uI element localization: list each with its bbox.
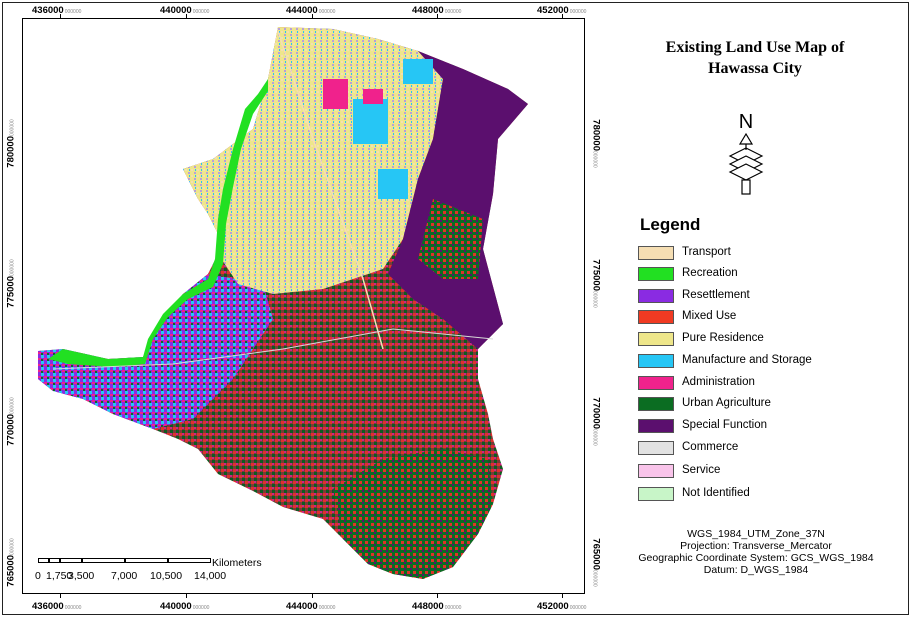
legend-label: Commerce: [682, 441, 739, 453]
legend-item: Manufacture and Storage: [638, 354, 888, 370]
x-tick-bottom-0: 436000000000: [32, 601, 82, 612]
legend-swatch: [638, 419, 674, 433]
scale-units: Kilometers: [212, 557, 262, 569]
legend-item: Pure Residence: [638, 332, 888, 348]
north-arrow-icon: N: [722, 108, 770, 200]
legend-item: Commerce: [638, 441, 888, 457]
legend-label: Mixed Use: [682, 310, 737, 322]
map-frame: [22, 18, 585, 594]
scale-label-5: 14,000: [194, 570, 227, 582]
y-tick-left-1: 775000000000: [5, 259, 17, 308]
legend-title: Legend: [640, 215, 701, 234]
scale-seg-6: [168, 558, 211, 563]
x-tick-top-1: 440000000000: [160, 5, 210, 16]
legend-swatch: [638, 289, 674, 303]
x-tick-bottom-2: 444000000000: [286, 601, 336, 612]
legend-swatch: [638, 332, 674, 346]
map-title: Existing Land Use Map of Hawassa City: [620, 37, 890, 79]
legend-label: Special Function: [682, 419, 768, 431]
legend-item: Transport: [638, 246, 888, 262]
north-letter: N: [739, 111, 753, 133]
legend-swatch: [638, 267, 674, 281]
legend-label: Manufacture and Storage: [682, 354, 812, 366]
legend-swatch: [638, 397, 674, 411]
legend-label: Service: [682, 464, 721, 476]
legend-item: Recreation: [638, 267, 888, 283]
x-tick-top-3: 448000000000: [412, 5, 462, 16]
scale-seg-3: [60, 558, 82, 563]
legend-item: Administration: [638, 376, 888, 392]
legend-item: Mixed Use: [638, 310, 888, 326]
legend-swatch: [638, 310, 674, 324]
y-tick-left-0: 780000000000: [5, 119, 17, 168]
projection-line3: Geographic Coordinate System: GCS_WGS_19…: [638, 552, 874, 564]
legend-swatch: [638, 376, 674, 390]
x-tick-bottom-3: 448000000000: [412, 601, 462, 612]
legend-swatch: [638, 487, 674, 501]
y-tick-left-2: 770000000000: [5, 397, 17, 446]
x-tick-bottom-4: 452000000000: [537, 601, 587, 612]
legend-swatch: [638, 354, 674, 368]
legend-label: Resettlement: [682, 289, 750, 301]
projection-line4: Datum: D_WGS_1984: [703, 564, 809, 576]
projection-info: WGS_1984_UTM_Zone_37N Projection: Transv…: [618, 528, 894, 576]
map-title-line1: Existing Land Use Map of: [665, 39, 845, 56]
scale-bar: Kilometers 0 1,750 3,500 7,000 10,500 14…: [35, 555, 335, 585]
legend-label: Administration: [682, 376, 755, 388]
scale-label-4: 10,500: [150, 570, 183, 582]
scale-seg-2: [49, 558, 60, 563]
scale-label-3: 7,000: [111, 570, 138, 582]
y-tick-right-1: 775000000000: [590, 259, 602, 308]
x-tick-bottom-1: 440000000000: [160, 601, 210, 612]
legend-swatch: [638, 246, 674, 260]
scale-seg-5: [125, 558, 168, 563]
map-title-line2: Hawassa City: [708, 60, 802, 77]
legend-swatch: [638, 464, 674, 478]
legend-item: Special Function: [638, 419, 888, 435]
x-tick-top-4: 452000000000: [537, 5, 587, 16]
legend-item: Resettlement: [638, 289, 888, 305]
legend-label: Recreation: [682, 267, 738, 279]
legend-label: Transport: [682, 246, 731, 258]
y-tick-right-3: 765000000000: [590, 538, 602, 587]
legend-swatch: [638, 441, 674, 455]
legend-item: Not Identified: [638, 487, 888, 503]
legend-label: Pure Residence: [682, 332, 764, 344]
x-tick-top-0: 436000000000: [32, 5, 82, 16]
scale-seg-1: [38, 558, 49, 563]
legend-label: Not Identified: [682, 487, 750, 499]
scale-seg-4: [82, 558, 125, 563]
legend-item: Urban Agriculture: [638, 397, 888, 413]
scale-label-1: 1,750: [46, 570, 73, 582]
projection-line2: Projection: Transverse_Mercator: [680, 540, 832, 552]
projection-line1: WGS_1984_UTM_Zone_37N: [687, 528, 825, 540]
x-tick-top-2: 444000000000: [286, 5, 336, 16]
y-tick-right-0: 780000000000: [590, 119, 602, 168]
scale-label-2: 3,500: [68, 570, 95, 582]
y-tick-right-2: 770000000000: [590, 397, 602, 446]
legend-item: Service: [638, 464, 888, 480]
scale-label-0: 0: [35, 570, 41, 582]
legend-label: Urban Agriculture: [682, 397, 771, 409]
y-tick-left-3: 765000000000: [5, 538, 17, 587]
land-use-map: [38, 27, 528, 579]
